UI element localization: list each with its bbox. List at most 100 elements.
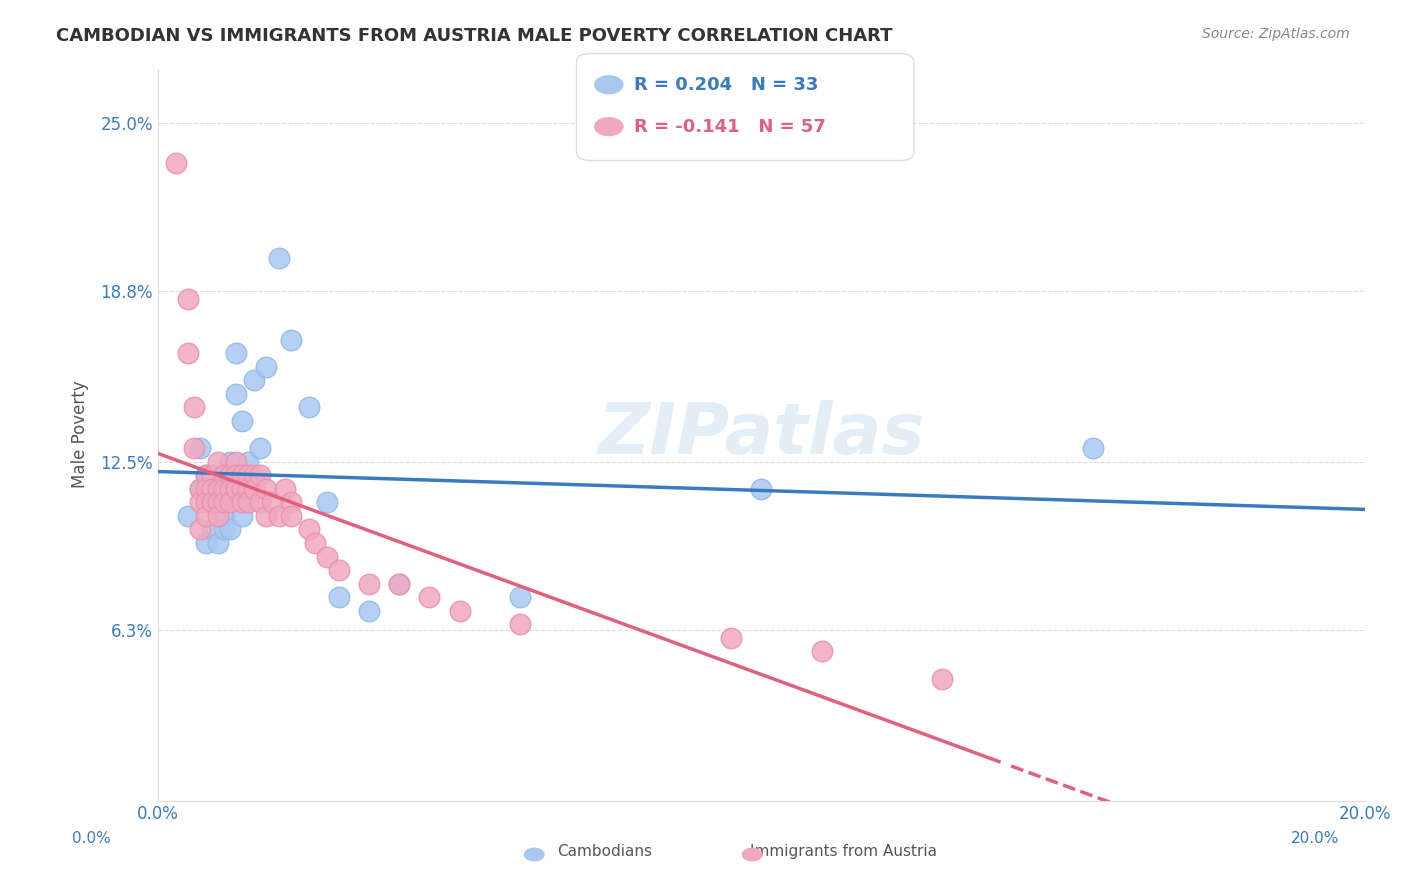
Point xyxy=(238,495,260,509)
Point xyxy=(357,576,380,591)
Point xyxy=(267,252,290,266)
Text: 20.0%: 20.0% xyxy=(1291,831,1339,846)
Point xyxy=(183,401,205,415)
Point xyxy=(207,495,229,509)
Point xyxy=(231,482,253,496)
Point xyxy=(449,604,471,618)
Point xyxy=(212,508,235,523)
Point xyxy=(931,672,953,686)
Point xyxy=(188,523,211,537)
Text: Immigrants from Austria: Immigrants from Austria xyxy=(749,845,938,859)
Point xyxy=(231,414,253,428)
Point xyxy=(195,482,218,496)
Point xyxy=(225,346,247,360)
Point xyxy=(304,536,326,550)
Point xyxy=(219,482,242,496)
Point xyxy=(357,604,380,618)
Y-axis label: Male Poverty: Male Poverty xyxy=(72,381,89,489)
Point xyxy=(256,508,278,523)
Point xyxy=(231,495,253,509)
Point xyxy=(315,495,337,509)
Point xyxy=(165,156,187,170)
Point xyxy=(315,549,337,564)
Point xyxy=(219,495,242,509)
Point xyxy=(219,455,242,469)
Point xyxy=(388,576,411,591)
Point xyxy=(183,441,205,455)
Point xyxy=(243,482,266,496)
Text: Cambodians: Cambodians xyxy=(557,845,652,859)
Point xyxy=(201,482,224,496)
Point xyxy=(298,401,321,415)
Point xyxy=(207,536,229,550)
Point xyxy=(509,617,531,632)
Point xyxy=(195,508,218,523)
Point xyxy=(509,591,531,605)
Text: 0.0%: 0.0% xyxy=(72,831,111,846)
Point xyxy=(238,468,260,483)
Point xyxy=(720,631,742,645)
Point xyxy=(238,455,260,469)
Point xyxy=(188,441,211,455)
Text: ZIPatlas: ZIPatlas xyxy=(598,401,925,469)
Point xyxy=(225,482,247,496)
Point xyxy=(243,468,266,483)
Point xyxy=(188,482,211,496)
Point xyxy=(273,482,295,496)
Point xyxy=(212,495,235,509)
Point xyxy=(231,468,253,483)
Point xyxy=(212,468,235,483)
Point xyxy=(249,495,271,509)
Point xyxy=(328,563,350,577)
Point xyxy=(207,455,229,469)
Point xyxy=(177,508,200,523)
Point xyxy=(238,482,260,496)
Point xyxy=(225,387,247,401)
Point xyxy=(195,536,218,550)
Point xyxy=(201,523,224,537)
Point xyxy=(207,508,229,523)
Point xyxy=(267,508,290,523)
Point xyxy=(280,508,302,523)
Point xyxy=(207,482,229,496)
Point xyxy=(1083,441,1105,455)
Point xyxy=(810,644,832,658)
Point xyxy=(212,482,235,496)
Point xyxy=(328,591,350,605)
Point xyxy=(280,333,302,347)
Point xyxy=(177,346,200,360)
Point xyxy=(280,495,302,509)
Point xyxy=(177,292,200,306)
Point xyxy=(219,523,242,537)
Point xyxy=(243,373,266,387)
Point xyxy=(201,468,224,483)
Point xyxy=(195,468,218,483)
Point xyxy=(243,482,266,496)
Point xyxy=(201,495,224,509)
Point xyxy=(212,523,235,537)
Text: R = -0.141   N = 57: R = -0.141 N = 57 xyxy=(634,118,825,136)
Point xyxy=(388,576,411,591)
Point xyxy=(201,482,224,496)
Point xyxy=(298,523,321,537)
Point xyxy=(249,441,271,455)
Point xyxy=(225,468,247,483)
Point xyxy=(256,359,278,374)
Text: Source: ZipAtlas.com: Source: ZipAtlas.com xyxy=(1202,27,1350,41)
Point xyxy=(188,495,211,509)
Point xyxy=(219,468,242,483)
Point xyxy=(195,468,218,483)
Point xyxy=(207,482,229,496)
Point xyxy=(256,482,278,496)
Text: CAMBODIAN VS IMMIGRANTS FROM AUSTRIA MALE POVERTY CORRELATION CHART: CAMBODIAN VS IMMIGRANTS FROM AUSTRIA MAL… xyxy=(56,27,893,45)
Point xyxy=(225,455,247,469)
Point xyxy=(238,482,260,496)
Point xyxy=(749,482,772,496)
Point xyxy=(249,468,271,483)
Point xyxy=(418,591,440,605)
Point xyxy=(195,495,218,509)
Point xyxy=(188,482,211,496)
Text: R = 0.204   N = 33: R = 0.204 N = 33 xyxy=(634,76,818,94)
Point xyxy=(231,508,253,523)
Point xyxy=(262,495,284,509)
